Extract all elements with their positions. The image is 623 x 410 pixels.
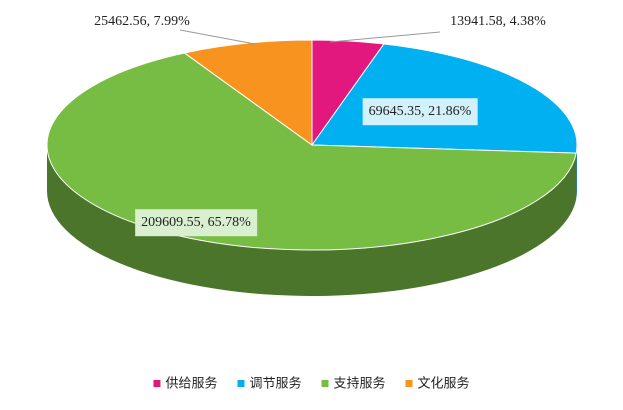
legend-label: 调节服务 — [249, 376, 301, 392]
legend-marker — [321, 380, 329, 387]
slice-side — [47, 145, 577, 296]
legend-label: 支持服务 — [334, 376, 386, 392]
data-label: 13941.58, 4.38% — [450, 14, 546, 29]
data-label: 25462.56, 7.99% — [94, 14, 190, 29]
data-label: 209609.55, 65.78% — [141, 215, 251, 230]
legend-marker — [153, 380, 161, 387]
legend-marker — [405, 380, 413, 387]
leader-line — [179, 29, 256, 45]
data-label: 69645.35, 21.86% — [369, 104, 472, 119]
slice — [183, 39, 313, 146]
label-box — [362, 98, 478, 126]
legend-marker — [237, 380, 245, 387]
legend-label: 供给服务 — [165, 376, 217, 392]
legend-label: 文化服务 — [418, 376, 470, 392]
slice-side — [576, 145, 577, 200]
label-box — [135, 209, 258, 237]
leader-line — [329, 31, 441, 43]
